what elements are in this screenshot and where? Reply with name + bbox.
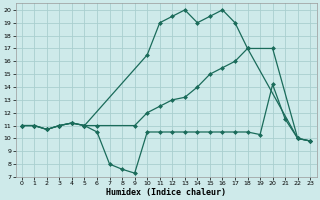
X-axis label: Humidex (Indice chaleur): Humidex (Indice chaleur) [106, 188, 226, 197]
